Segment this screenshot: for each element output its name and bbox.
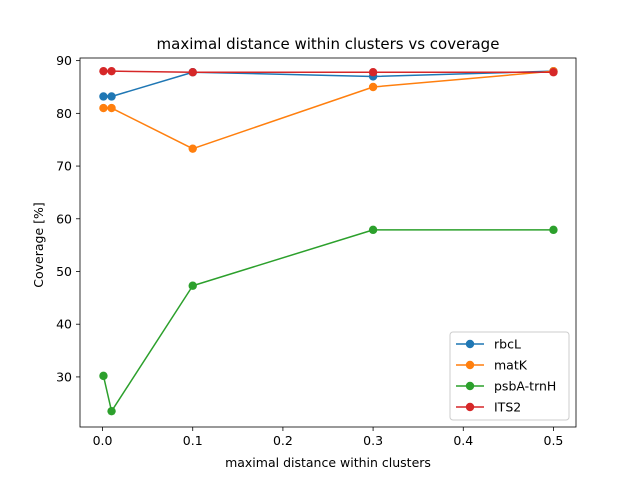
y-axis-label: Coverage [%] xyxy=(31,202,46,288)
data-point-matK xyxy=(99,103,108,113)
legend-label-psbA-trnH: psbA-trnH xyxy=(494,379,556,394)
legend-marker-matK xyxy=(465,360,475,370)
x-axis-label: maximal distance within clusters xyxy=(225,455,431,470)
y-tick-label: 90 xyxy=(56,53,72,68)
y-tick-label: 60 xyxy=(56,211,72,226)
data-point-psbA-trnH xyxy=(99,371,108,381)
data-point-psbA-trnH xyxy=(368,225,378,235)
data-point-ITS2 xyxy=(368,68,378,77)
y-tick-label: 40 xyxy=(56,317,72,332)
x-tick-label: 0.1 xyxy=(183,433,203,448)
plot-area xyxy=(99,66,558,416)
data-point-psbA-trnH xyxy=(549,225,558,235)
y-tick-label: 50 xyxy=(56,264,72,279)
x-tick-label: 0.5 xyxy=(544,433,564,448)
legend-box xyxy=(449,331,570,421)
legend-label-matK: matK xyxy=(494,358,528,373)
data-point-psbA-trnH xyxy=(107,406,116,416)
y-tick-label: 80 xyxy=(56,106,72,121)
axes: 0.0 0.1 0.2 0.3 0.4 0.5 30 40 50 60 70 80 90 xyxy=(56,53,577,448)
plot-frame xyxy=(79,57,577,428)
series-line-matK xyxy=(103,70,554,150)
data-point-ITS2 xyxy=(549,68,558,77)
chart-title: maximal distance within clusters vs cove… xyxy=(157,35,500,53)
data-point-ITS2 xyxy=(107,66,116,76)
x-tick-label: 0.2 xyxy=(273,433,293,448)
legend-marker-psbA-trnH xyxy=(465,381,475,391)
legend-label-ITS2: ITS2 xyxy=(494,400,521,415)
data-point-ITS2 xyxy=(188,68,197,77)
data-point-rbcL xyxy=(107,92,116,101)
x-tick-label: 0.3 xyxy=(363,433,383,448)
data-point-matK xyxy=(107,103,116,113)
data-point-matK xyxy=(368,82,378,92)
legend-label-rbcL: rbcL xyxy=(494,337,521,352)
y-tick-label: 30 xyxy=(56,369,72,384)
series-line-rbcL xyxy=(103,70,554,98)
data-point-psbA-trnH xyxy=(188,281,197,290)
y-tick-label: 70 xyxy=(56,159,72,174)
data-point-ITS2 xyxy=(99,66,108,76)
series-line-ITS2 xyxy=(103,70,554,73)
x-tick-label: 0.4 xyxy=(453,433,473,448)
x-tick-label: 0.0 xyxy=(93,433,113,448)
legend-marker-rbcL xyxy=(465,339,475,349)
legend: rbcL matK psbA-trnH ITS2 xyxy=(449,331,570,421)
data-point-matK xyxy=(188,144,197,153)
data-point-rbcL xyxy=(99,92,108,101)
legend-marker-ITS2 xyxy=(465,402,475,412)
